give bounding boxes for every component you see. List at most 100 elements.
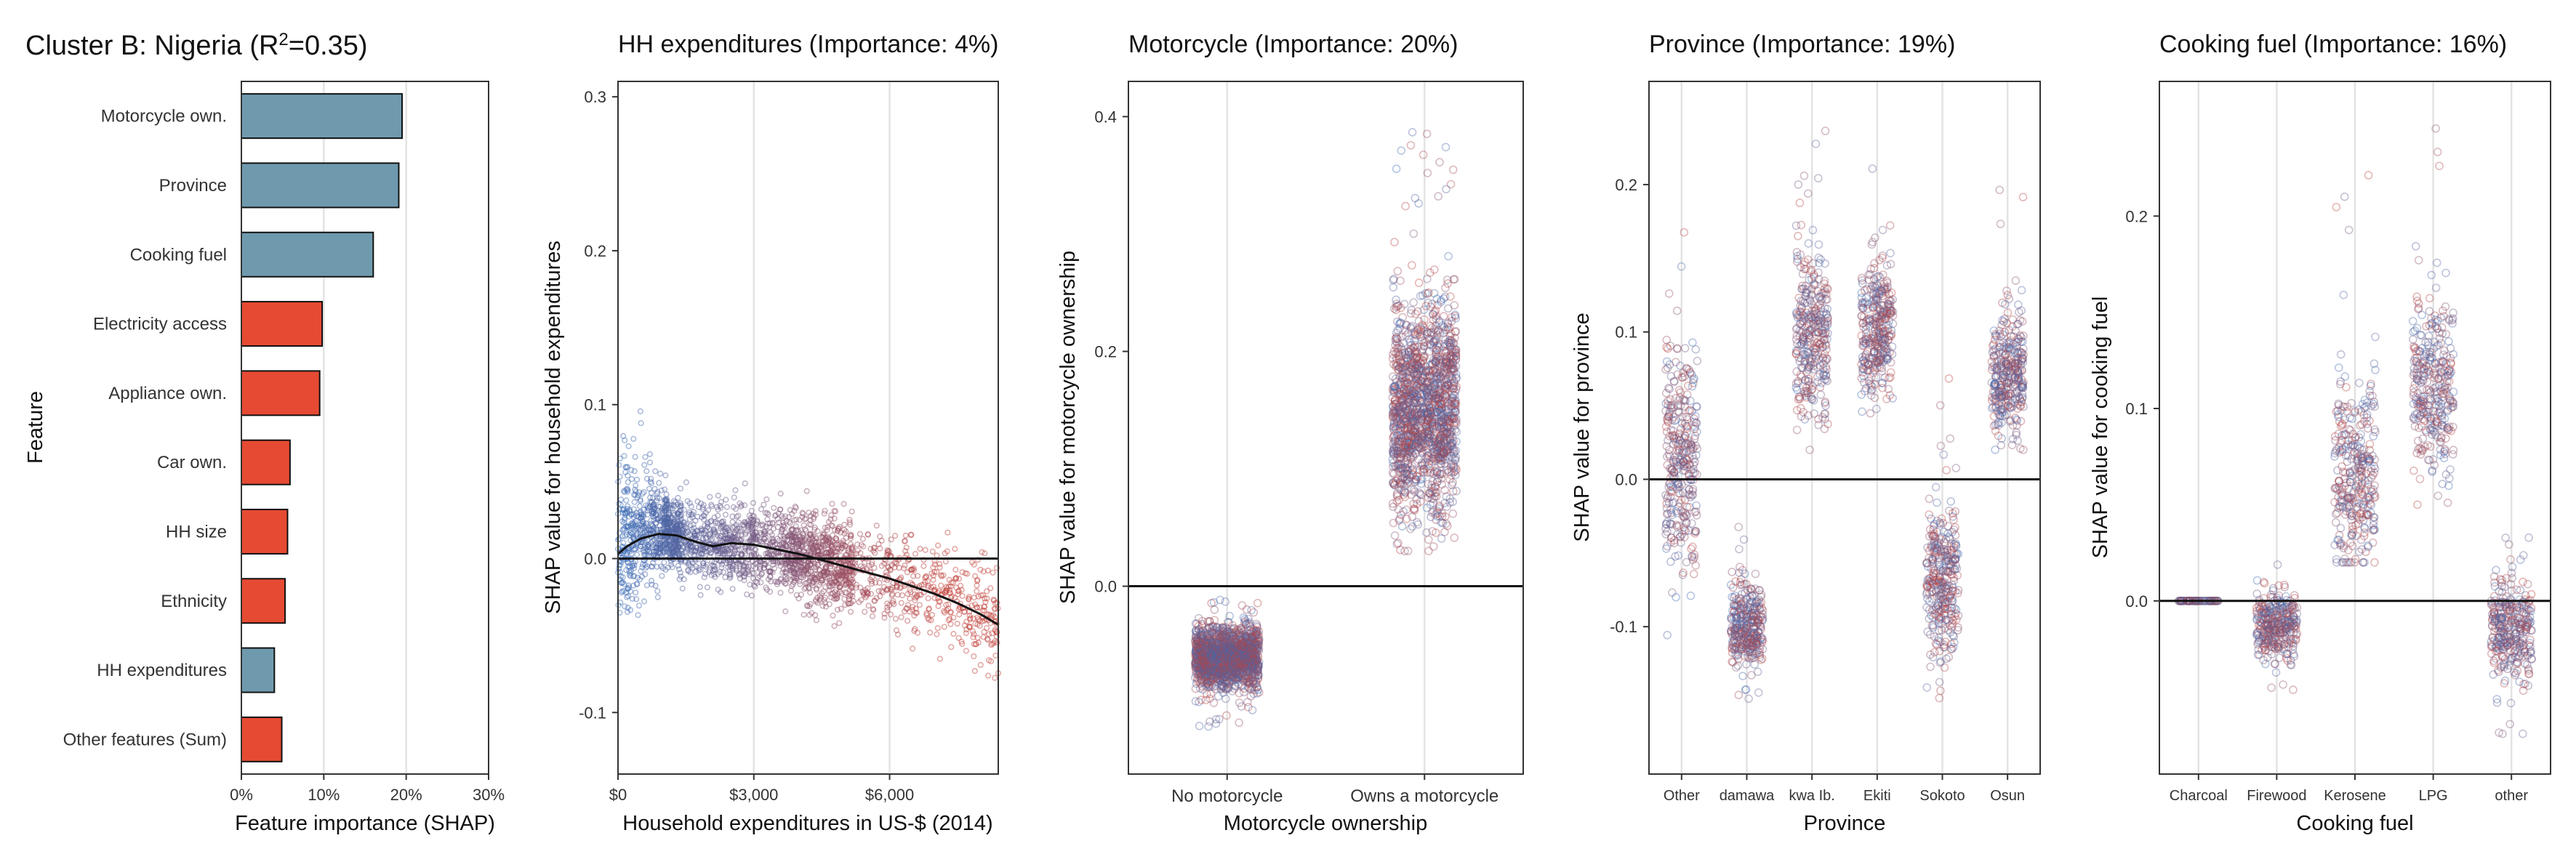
panel-hh-expenditures: HH expenditures (Importance: 4%) -0.10.0… (542, 31, 1000, 835)
panel-b-x-ticks: $0$3,000$6,000 (609, 774, 914, 804)
shap-point (1394, 267, 1401, 275)
shap-point (698, 592, 703, 597)
shap-point (899, 615, 904, 620)
shap-point (921, 564, 926, 569)
shap-point (896, 632, 901, 637)
shap-point (1397, 547, 1404, 554)
importance-bar (241, 94, 402, 138)
shap-point (1205, 723, 1212, 730)
shap-point (733, 488, 738, 493)
shap-point (957, 612, 962, 617)
shap-point (778, 491, 783, 496)
shap-point (1244, 698, 1251, 706)
shap-point (938, 656, 943, 661)
x-tick-label: 0% (230, 786, 253, 804)
shap-point (951, 632, 956, 637)
shap-point (1196, 722, 1203, 730)
shap-point (1254, 600, 1261, 607)
shap-point (837, 621, 842, 626)
shap-point (936, 543, 941, 548)
shap-point (655, 589, 660, 594)
panel-motorcycle: Motorcycle (Importance: 20%) 0.00.20.4 N… (1056, 31, 1523, 835)
shap-point (759, 507, 764, 512)
shap-point (632, 499, 637, 504)
category-label: Cooking fuel (130, 245, 227, 265)
shap-point (926, 596, 931, 601)
shap-point (878, 534, 883, 539)
shap-point (875, 523, 880, 528)
shap-point (633, 590, 638, 595)
shap-point (984, 589, 990, 594)
category-label: Electricity access (93, 315, 227, 334)
shap-point (861, 536, 866, 541)
shap-point (841, 502, 846, 507)
shap-point (1389, 283, 1397, 291)
shap-point (858, 531, 863, 536)
shap-point (645, 583, 650, 588)
shap-point (946, 618, 951, 623)
shap-point (842, 523, 847, 528)
shap-point (986, 673, 991, 678)
category-label: Ethnicity (161, 592, 227, 611)
shap-point (1408, 262, 1416, 269)
shap-point (1393, 165, 1400, 172)
x-tick-label: 30% (473, 786, 505, 804)
shap-point (990, 631, 995, 636)
shap-point (644, 469, 649, 474)
shap-point (1436, 158, 1443, 166)
shap-point (619, 497, 624, 502)
shap-point (663, 473, 668, 478)
shap-point (893, 533, 898, 539)
shap-point (801, 613, 806, 618)
shap-point (1415, 200, 1422, 207)
shap-point (918, 547, 923, 552)
shap-point (723, 512, 729, 517)
shap-point (638, 421, 643, 426)
x-tick-label: 10% (308, 786, 340, 804)
shap-point (1409, 129, 1416, 136)
shap-point (658, 471, 663, 476)
y-tick-label: 0.2 (584, 242, 606, 260)
shap-point (1399, 523, 1406, 530)
shap-point (684, 480, 689, 485)
shap-point (1435, 193, 1442, 200)
panel-a-x-label: Feature importance (SHAP) (235, 812, 495, 835)
shap-point (934, 632, 939, 637)
shap-point (783, 609, 788, 614)
shap-point (949, 645, 954, 650)
shap-point (625, 480, 630, 485)
shap-point (1211, 699, 1218, 706)
x-tick-label: $6,000 (865, 786, 914, 804)
shap-point (647, 486, 652, 491)
panel-b-points (616, 409, 1000, 680)
shap-point (681, 586, 686, 591)
shap-point (978, 663, 983, 668)
shap-point (642, 462, 647, 467)
shap-point (971, 632, 976, 637)
x-tick-label: $3,000 (729, 786, 778, 804)
shap-point (631, 437, 636, 442)
shap-point (974, 589, 979, 594)
shap-point (617, 462, 622, 467)
panel-a-y-label: Feature (24, 391, 47, 464)
panel-b-y-ticks: -0.10.00.10.20.3 (579, 88, 618, 722)
category-label: Province (159, 176, 227, 196)
shap-point (942, 624, 947, 629)
category-label: HH expenditures (97, 661, 227, 680)
shap-point (1235, 719, 1243, 726)
shap-point (939, 583, 944, 588)
shap-point (971, 654, 976, 659)
shap-point (764, 497, 769, 502)
shap-point (848, 609, 854, 614)
shap-point (626, 444, 631, 449)
shap-point (653, 469, 658, 474)
shap-point (910, 646, 915, 651)
y-tick-label: 0.0 (584, 550, 606, 568)
y-tick-label: 0.3 (584, 88, 606, 106)
shap-point (928, 630, 933, 635)
panel-feature-importance: Cluster B: Nigeria (R2=0.35) Motorcycle … (24, 30, 505, 836)
shap-point (849, 509, 854, 515)
importance-bar (241, 163, 398, 207)
shap-point (742, 481, 747, 486)
